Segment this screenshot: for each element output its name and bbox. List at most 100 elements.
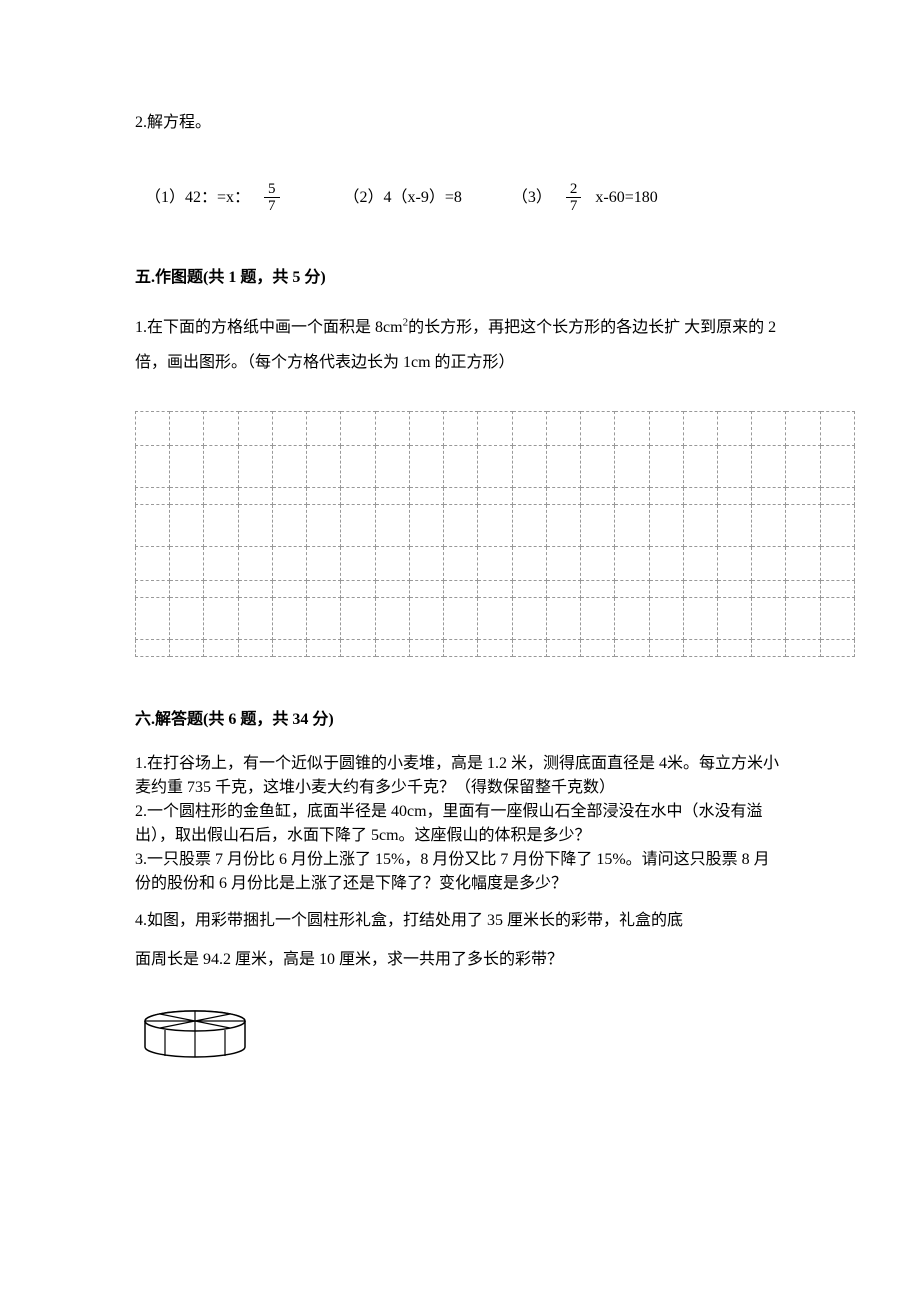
q2-title: 2.解方程。	[135, 110, 785, 136]
grid-cell	[546, 445, 580, 487]
grid-cell	[649, 580, 683, 597]
grid-cell	[409, 597, 443, 639]
grid-cell	[820, 487, 854, 504]
grid-cell	[752, 487, 786, 504]
grid-cell	[615, 597, 649, 639]
grid-cell	[786, 504, 820, 546]
cylinder-box-icon	[140, 1009, 250, 1059]
grid-cell	[444, 411, 478, 445]
eq1-numerator: 5	[264, 181, 280, 199]
grid-cell	[478, 546, 512, 580]
grid-cell	[683, 546, 717, 580]
equation-2: （2）4（x-9）=8	[344, 181, 462, 215]
grid-cell	[170, 597, 204, 639]
grid-row	[136, 445, 855, 487]
grid-cell	[238, 546, 272, 580]
grid-cell	[375, 504, 409, 546]
grid-cell	[272, 639, 306, 656]
grid-cell	[170, 639, 204, 656]
grid-cell	[409, 411, 443, 445]
grid-cell	[786, 597, 820, 639]
section5-header: 五.作图题(共 1 题，共 5 分)	[135, 265, 785, 291]
grid-cell	[820, 411, 854, 445]
grid-cell	[478, 639, 512, 656]
s6-q4: 4.如图，用彩带捆扎一个圆柱形礼盒，打结处用了 35 厘米长的彩带，礼盒的底 面…	[135, 902, 785, 979]
grid-cell	[581, 580, 615, 597]
grid-cell	[204, 597, 238, 639]
grid-cell	[307, 546, 341, 580]
grid-cell	[307, 639, 341, 656]
grid-cell	[341, 504, 375, 546]
s6-q2: 2.一个圆柱形的金鱼缸，底面半径是 40cm，里面有一座假山石全部浸没在水中（水…	[135, 800, 785, 848]
grid-cell	[581, 411, 615, 445]
grid-cell	[717, 546, 751, 580]
grid-cell	[375, 411, 409, 445]
grid-cell	[786, 580, 820, 597]
grid-cell	[512, 504, 546, 546]
grid-cell	[341, 597, 375, 639]
grid-cell	[581, 597, 615, 639]
grid-cell	[752, 639, 786, 656]
grid-cell	[341, 445, 375, 487]
grid-cell	[512, 411, 546, 445]
grid-cell	[136, 546, 170, 580]
grid-cell	[409, 487, 443, 504]
grid-cell	[820, 639, 854, 656]
grid-row	[136, 487, 855, 504]
grid-cell	[375, 445, 409, 487]
grid-cell	[444, 487, 478, 504]
grid-cell	[649, 445, 683, 487]
grid-cell	[683, 445, 717, 487]
grid-cell	[307, 597, 341, 639]
grid-cell	[615, 546, 649, 580]
grid-cell	[683, 597, 717, 639]
grid-cell	[238, 445, 272, 487]
grid-cell	[341, 487, 375, 504]
grid-cell	[546, 639, 580, 656]
grid-cell	[409, 504, 443, 546]
grid-cell	[615, 487, 649, 504]
grid-cell	[717, 580, 751, 597]
grid-cell	[341, 580, 375, 597]
eq3-fraction: 2 7	[566, 181, 582, 215]
eq1-denominator: 7	[264, 198, 280, 215]
grid-cell	[683, 504, 717, 546]
grid-cell	[820, 580, 854, 597]
grid-cell	[786, 411, 820, 445]
grid-cell	[649, 639, 683, 656]
grid-cell	[752, 597, 786, 639]
grid-cell	[204, 411, 238, 445]
grid-cell	[717, 487, 751, 504]
grid-cell	[204, 445, 238, 487]
grid-cell	[444, 597, 478, 639]
grid-table	[135, 411, 855, 657]
grid-cell	[375, 487, 409, 504]
grid-cell	[478, 445, 512, 487]
grid-cell	[375, 546, 409, 580]
grid-cell	[752, 411, 786, 445]
section5-q1: 1.在下面的方格纸中画一个面积是 8cm2的长方形，再把这个长方形的各边长扩 大…	[135, 310, 785, 380]
grid-cell	[786, 639, 820, 656]
grid-cell	[204, 504, 238, 546]
grid-cell	[307, 445, 341, 487]
grid-cell	[444, 580, 478, 597]
grid-cell	[649, 546, 683, 580]
grid-cell	[786, 445, 820, 487]
grid-cell	[478, 504, 512, 546]
grid-cell	[649, 411, 683, 445]
grid-cell	[512, 445, 546, 487]
grid-cell	[683, 580, 717, 597]
grid-row	[136, 580, 855, 597]
grid-cell	[717, 639, 751, 656]
question-2: 2.解方程。 （1）42：=x： 5 7 （2）4（x-9）=8 （3） 2 7…	[135, 110, 785, 215]
grid-cell	[375, 597, 409, 639]
grid-cell	[170, 445, 204, 487]
grid-cell	[786, 546, 820, 580]
grid-cell	[752, 580, 786, 597]
grid-cell	[341, 639, 375, 656]
grid-cell	[581, 546, 615, 580]
grid-cell	[136, 504, 170, 546]
grid-cell	[272, 445, 306, 487]
grid-cell	[615, 639, 649, 656]
grid-cell	[136, 597, 170, 639]
